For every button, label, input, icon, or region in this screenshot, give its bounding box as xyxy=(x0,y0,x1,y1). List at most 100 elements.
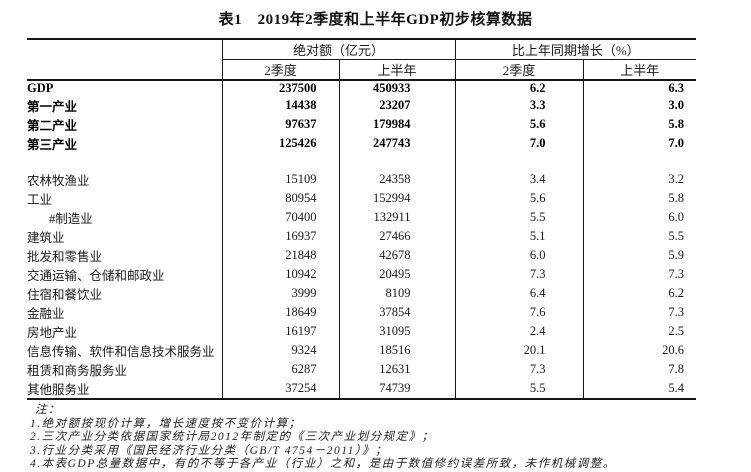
row-label: #制造业 xyxy=(49,212,93,226)
table-row-wholesale-retail: 批发和零售业 21848 42678 6.0 5.9 xyxy=(27,246,697,265)
column-abs-h1: 上半年 xyxy=(338,59,456,81)
cell-abs-h1: 37854 xyxy=(338,303,456,322)
cell-growth-h1: 3.2 xyxy=(582,170,697,189)
row-label: 第二产业 xyxy=(27,119,78,133)
row-label: GDP xyxy=(27,81,54,95)
header-group-row: 绝对额（亿元） 比上年同期增长（%） xyxy=(27,39,697,81)
row-label: 交通运输、仓储和邮政业 xyxy=(27,269,165,283)
cell-abs-q2: 21848 xyxy=(221,246,339,265)
footnote-item: 3.行业分类采用《国民经济行业分类（GB/T 4754－2011）》； xyxy=(30,444,389,457)
row-label: 第一产业 xyxy=(27,100,78,114)
table-row-primary-industry: 第一产业 14438 23207 3.3 3.0 xyxy=(27,96,697,115)
cell-growth-h1: 6.2 xyxy=(582,284,697,303)
cell-abs-h1: 74739 xyxy=(338,379,456,399)
table-row-hotel-catering: 住宿和餐饮业 3999 8109 6.4 6.2 xyxy=(27,284,697,303)
cell-abs-h1: 20495 xyxy=(338,265,456,284)
cell-abs-h1: 8109 xyxy=(338,284,456,303)
column-abs-q2: 2季度 xyxy=(221,59,339,81)
table-row-industry: 工业 80954 152994 5.6 5.8 xyxy=(27,189,697,208)
cell-abs-q2: 14438 xyxy=(221,96,339,115)
cell-abs-q2: 18649 xyxy=(221,303,339,322)
cell-growth-h1: 5.8 xyxy=(582,189,697,208)
footnote-label: 注： xyxy=(35,404,61,416)
cell-abs-q2: 80954 xyxy=(221,189,339,208)
cell-abs-h1: 27466 xyxy=(338,227,456,246)
cell-abs-h1: 12631 xyxy=(338,360,456,379)
cell-growth-q2: 7.6 xyxy=(454,303,584,322)
cell-abs-h1: 179984 xyxy=(338,115,456,134)
row-label: 房地产业 xyxy=(27,326,78,340)
cell-growth-h1: 5.4 xyxy=(582,379,697,399)
cell-growth-h1: 5.9 xyxy=(582,246,697,265)
cell-growth-q2: 7.3 xyxy=(454,265,584,284)
gdp-table: 绝对额（亿元） 比上年同期增长（%） 2季度 上半年 2季度 上半年 GDP 2… xyxy=(27,38,697,400)
cell-growth-q2: 6.2 xyxy=(454,80,584,96)
row-label: 租赁和商务服务业 xyxy=(27,364,128,378)
cell-abs-q2: 3999 xyxy=(221,284,339,303)
cell-growth-q2: 7.0 xyxy=(454,134,584,153)
cell-growth-q2: 5.1 xyxy=(454,227,584,246)
cell-abs-h1: 31095 xyxy=(338,322,456,341)
table-row-farming: 农林牧渔业 15109 24358 3.4 3.2 xyxy=(27,170,697,189)
page: 表1 2019年2季度和上半年GDP初步核算数据 绝对额（亿元） 比上年同期增长… xyxy=(27,12,697,470)
table-row-transport-storage-post: 交通运输、仓储和邮政业 10942 20495 7.3 7.3 xyxy=(27,265,697,284)
cell-abs-h1: 247743 xyxy=(338,134,456,153)
cell-growth-h1: 7.8 xyxy=(582,360,697,379)
table-row-information-technology: 信息传输、软件和信息技术服务业 9324 18516 20.1 20.6 xyxy=(27,341,697,360)
cell-abs-q2: 10942 xyxy=(221,265,339,284)
table-row-tertiary-industry: 第三产业 125426 247743 7.0 7.0 xyxy=(27,134,697,153)
cell-growth-q2: 5.6 xyxy=(454,189,584,208)
cell-abs-h1: 24358 xyxy=(338,170,456,189)
cell-abs-h1: 132911 xyxy=(338,208,456,227)
table-row-secondary-industry: 第二产业 97637 179984 5.6 5.8 xyxy=(27,115,697,134)
row-label: 其他服务业 xyxy=(27,383,90,397)
table-body: GDP 237500 450933 6.2 6.3 第一产业 14438 232… xyxy=(27,80,697,399)
cell-growth-h1: 5.5 xyxy=(582,227,697,246)
cell-growth-q2: 5.6 xyxy=(454,115,584,134)
cell-abs-q2: 15109 xyxy=(221,170,339,189)
cell-abs-h1: 23207 xyxy=(338,96,456,115)
cell-abs-h1: 42678 xyxy=(338,246,456,265)
table-row-gdp: GDP 237500 450933 6.2 6.3 xyxy=(27,80,697,96)
cell-abs-q2: 9324 xyxy=(221,341,339,360)
cell-growth-q2: 5.5 xyxy=(454,379,584,399)
cell-growth-h1: 5.8 xyxy=(582,115,697,134)
column-group-absolute: 绝对额（亿元） xyxy=(221,39,456,60)
row-label: 工业 xyxy=(27,193,53,207)
cell-abs-h1: 18516 xyxy=(338,341,456,360)
cell-abs-q2: 125426 xyxy=(221,134,339,153)
cell-growth-h1: 2.5 xyxy=(582,322,697,341)
cell-abs-q2: 70400 xyxy=(221,208,339,227)
table-row-other-services: 其他服务业 37254 74739 5.5 5.4 xyxy=(27,379,697,399)
cell-growth-q2: 5.5 xyxy=(454,208,584,227)
cell-abs-h1: 450933 xyxy=(338,80,456,96)
table-row-manufacturing: #制造业 70400 132911 5.5 6.0 xyxy=(27,208,697,227)
column-growth-h1: 上半年 xyxy=(582,59,697,81)
cell-growth-q2: 7.3 xyxy=(454,360,584,379)
row-label: 建筑业 xyxy=(27,231,65,245)
column-growth-q2: 2季度 xyxy=(454,59,584,81)
table-row-real-estate: 房地产业 16197 31095 2.4 2.5 xyxy=(27,322,697,341)
footnotes: 注： 1.绝对额按现价计算，增长速度按不变价计算； 2.三次产业分类依据国家统计… xyxy=(30,404,751,472)
cell-abs-q2: 16197 xyxy=(221,322,339,341)
cell-growth-h1: 20.6 xyxy=(582,341,697,360)
cell-abs-q2: 6287 xyxy=(221,360,339,379)
cell-abs-q2: 97637 xyxy=(221,115,339,134)
corner-cell xyxy=(27,39,222,81)
cell-growth-h1: 3.0 xyxy=(582,96,697,115)
cell-growth-h1: 7.3 xyxy=(582,265,697,284)
spacer-row xyxy=(27,153,697,170)
row-label: 信息传输、软件和信息技术服务业 xyxy=(27,345,215,359)
header-sub-row: 2季度 上半年 2季度 上半年 xyxy=(27,59,697,81)
footnote-item: 4.本表GDP总量数据中，有的不等于各产业（行业）之和，是由于数值修约误差所致，… xyxy=(30,458,616,470)
cell-growth-h1: 7.3 xyxy=(582,303,697,322)
table-row-leasing-business-services: 租赁和商务服务业 6287 12631 7.3 7.8 xyxy=(27,360,697,379)
cell-growth-q2: 6.4 xyxy=(454,284,584,303)
cell-growth-h1: 7.0 xyxy=(582,134,697,153)
row-label: 批发和零售业 xyxy=(27,250,103,264)
table-row-finance: 金融业 18649 37854 7.6 7.3 xyxy=(27,303,697,322)
cell-growth-q2: 20.1 xyxy=(454,341,584,360)
cell-growth-q2: 3.4 xyxy=(454,170,584,189)
row-label: 住宿和餐饮业 xyxy=(27,288,103,302)
table-title: 表1 2019年2季度和上半年GDP初步核算数据 xyxy=(218,12,533,28)
